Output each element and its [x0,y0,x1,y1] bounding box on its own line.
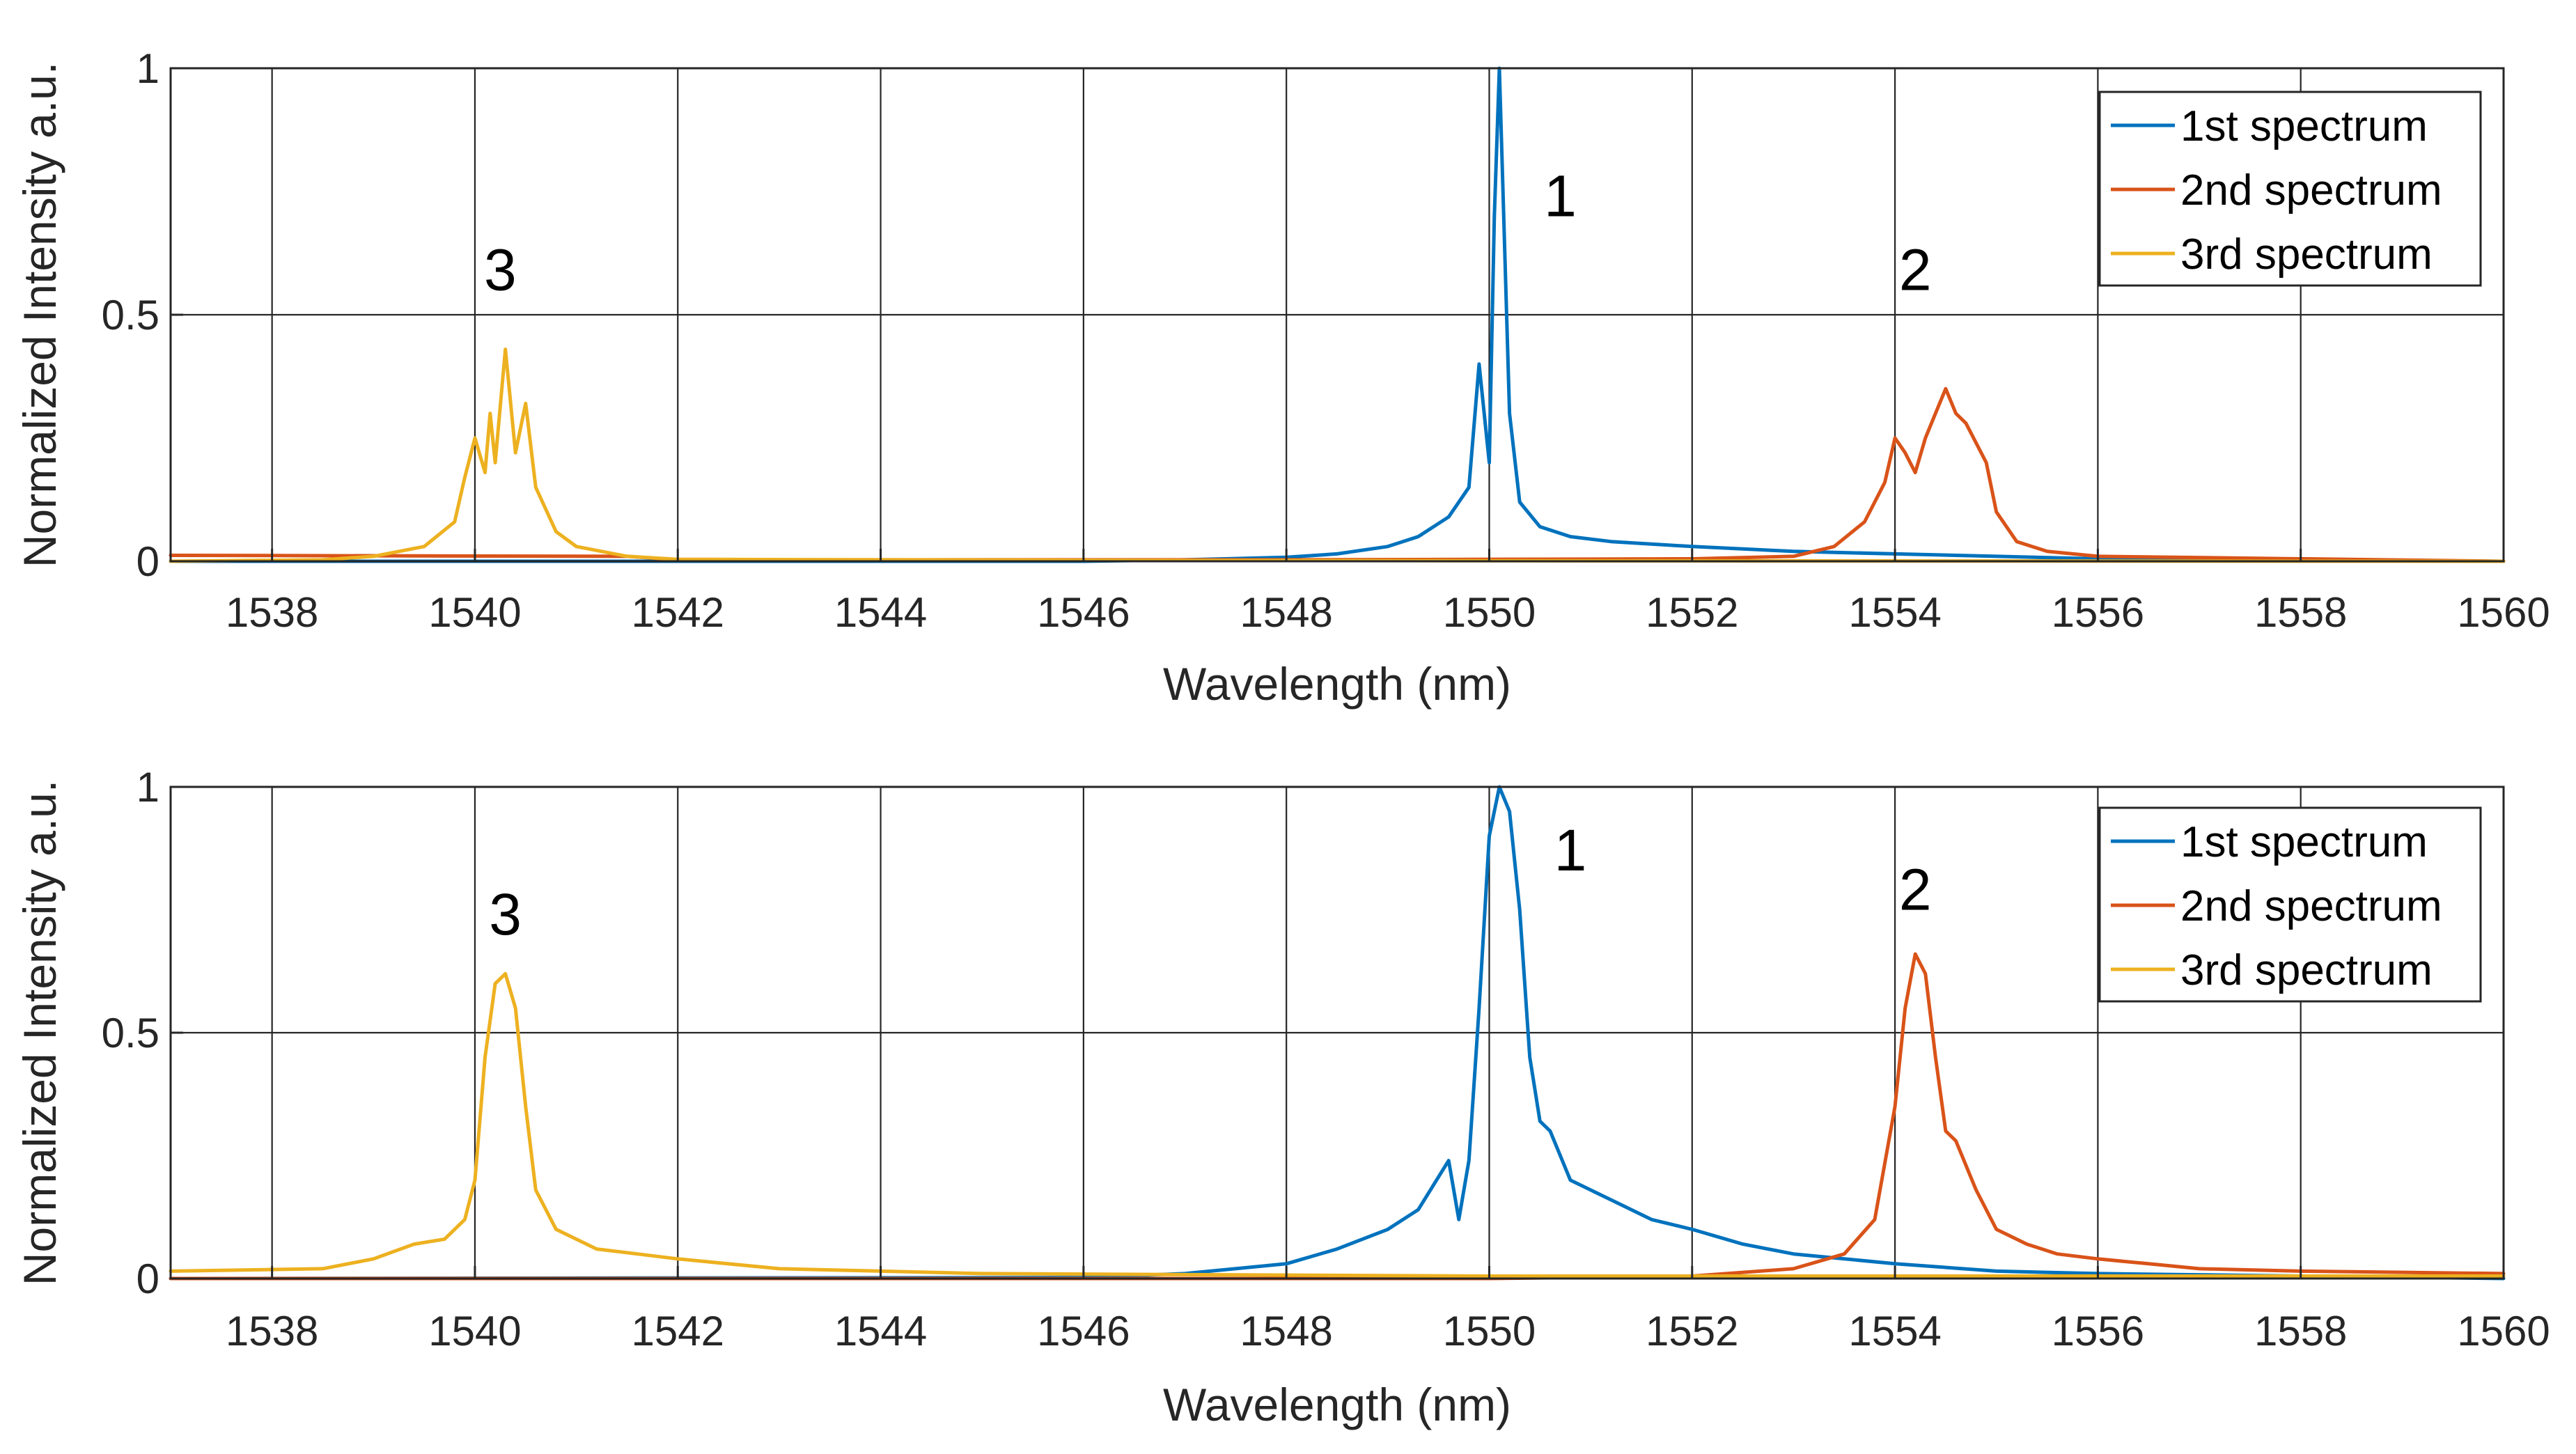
x-tick-label: 1546 [1037,1308,1130,1354]
y-axis-label: Normalized Intensity a.u. [14,62,65,568]
legend: 1st spectrum 2nd spectrum 3rd spectrum [2098,91,2482,287]
x-tick-label: 1550 [1443,1308,1536,1354]
x-tick-label: 1560 [2457,589,2550,636]
x-tick-label: 1538 [226,589,318,636]
legend: 1st spectrum 2nd spectrum 3rd spectrum [2098,806,2482,1003]
top-panel: 1538 1540 1542 1544 1546 1548 1550 1552 1554 1556… [14,45,2550,710]
x-tick-label: 1560 [2457,1308,2550,1354]
peak-label-3: 3 [489,882,522,947]
y-tick-label: 0.5 [102,292,159,338]
x-axis-label: Wavelength (nm) [1163,658,1511,710]
x-tick-label: 1552 [1646,1308,1738,1354]
peak-label-2: 2 [1899,237,1932,303]
x-tick-label: 1548 [1240,589,1332,636]
y-tick-label: 0 [136,1256,159,1302]
series-line-2 [169,952,2506,1281]
legend-entry-2: 2nd spectrum [2180,882,2442,930]
x-tick-label: 1540 [428,1308,521,1354]
bottom-panel: 1538 1540 1542 1544 1546 1548 1550 1552 1554 1556… [14,764,2550,1430]
x-tick-label: 1542 [632,1308,724,1354]
peak-label-3: 3 [484,237,517,303]
x-tick-label: 1556 [2052,1308,2144,1354]
x-tick-label: 1542 [632,589,724,636]
x-tick-label: 1538 [226,1308,318,1354]
y-tick-label: 1 [136,45,159,92]
legend-entry-1: 1st spectrum [2180,102,2428,150]
y-tick-label: 1 [136,764,159,811]
x-tick-label: 1544 [834,589,927,636]
x-tick-label: 1550 [1443,589,1536,636]
series-line-3 [169,347,2506,563]
series-line-2 [169,386,2506,563]
x-tick-label: 1544 [834,1308,927,1354]
legend-entry-1: 1st spectrum [2180,818,2428,866]
x-tick-label: 1546 [1037,589,1130,636]
x-axis-label: Wavelength (nm) [1163,1379,1511,1430]
x-tick-label: 1554 [1848,589,1941,636]
legend-entry-2: 2nd spectrum [2180,166,2442,214]
legend-entry-3: 3rd spectrum [2180,946,2433,994]
x-tick-label: 1558 [2254,589,2347,636]
peak-label-2: 2 [1899,857,1932,923]
series-line-1 [169,785,2506,1281]
series-line-3 [169,971,2506,1278]
y-axis-label: Normalized Intensity a.u. [14,780,65,1285]
x-tick-label: 1552 [1646,589,1738,636]
y-tick-label: 0 [136,538,159,585]
peak-label-1: 1 [1544,163,1577,228]
x-tick-label: 1556 [2052,589,2144,636]
peak-label-1: 1 [1554,818,1587,883]
legend-entry-3: 3rd spectrum [2180,230,2433,279]
x-tick-label: 1554 [1848,1308,1941,1354]
x-tick-label: 1558 [2254,1308,2347,1354]
y-tick-label: 0.5 [102,1010,159,1056]
x-tick-label: 1540 [428,589,521,636]
x-tick-label: 1548 [1240,1308,1332,1354]
